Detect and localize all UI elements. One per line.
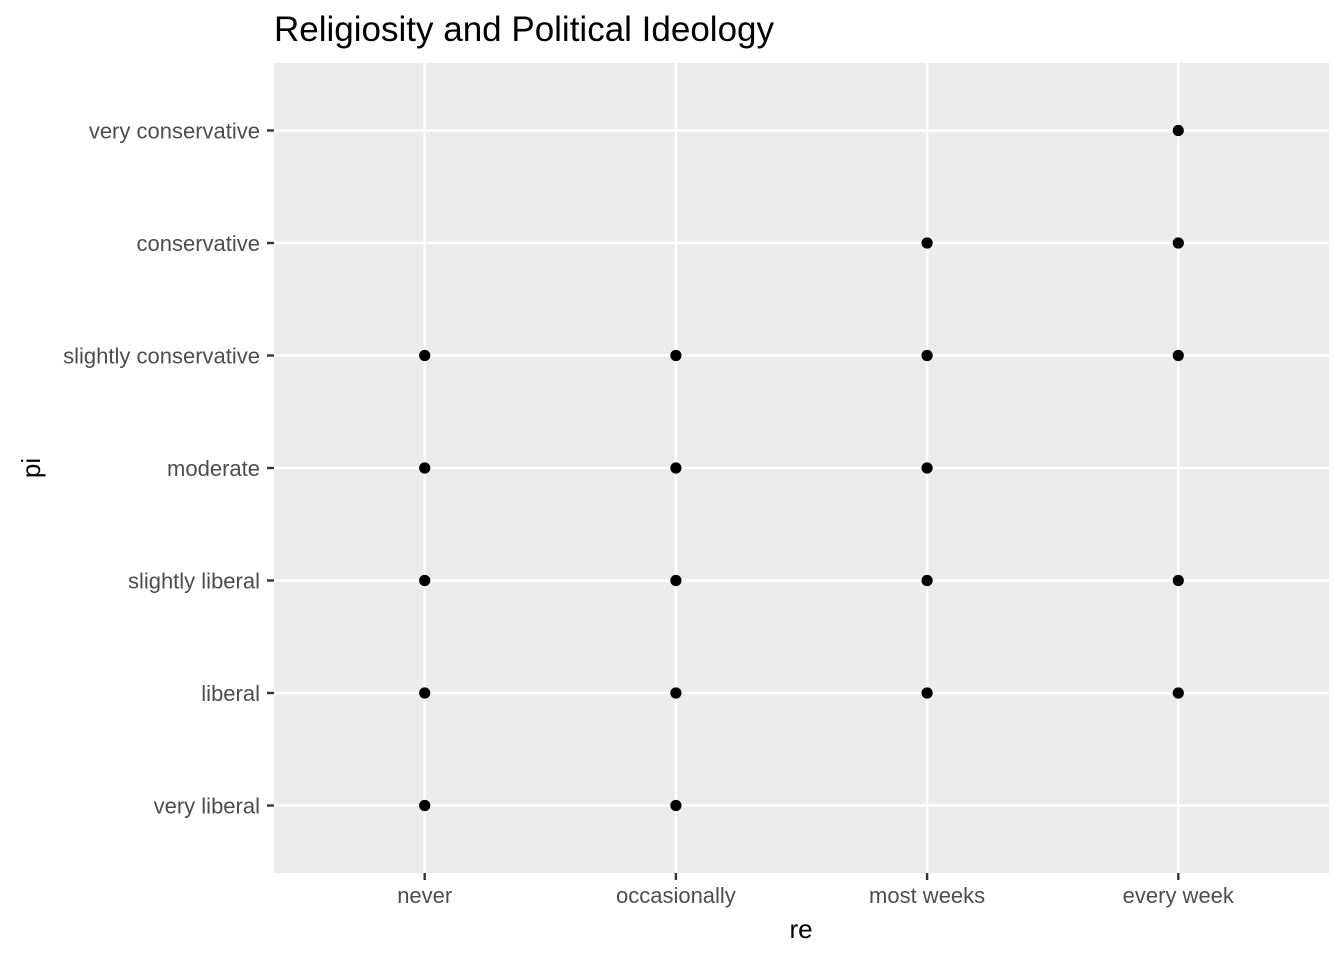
x-tick-label: every week (1123, 883, 1235, 908)
y-tick-label: slightly liberal (128, 569, 260, 594)
x-axis: never occasionally most weeks every week (397, 873, 1235, 908)
y-tick-label: liberal (201, 681, 260, 706)
data-point (670, 462, 682, 474)
data-point (1172, 349, 1184, 362)
data-point (921, 237, 933, 249)
data-point (419, 687, 431, 699)
data-point (1172, 574, 1184, 587)
data-point (670, 574, 682, 587)
data-point (921, 349, 933, 362)
data-point (921, 462, 933, 474)
data-point (419, 799, 431, 812)
x-axis-title: re (789, 914, 812, 944)
data-point (419, 574, 431, 587)
x-tick-label: occasionally (616, 883, 736, 908)
data-point (1172, 124, 1184, 137)
data-point (419, 462, 431, 474)
y-tick-label: very liberal (154, 794, 260, 819)
x-tick-label: most weeks (869, 883, 985, 908)
data-point (1172, 687, 1184, 699)
data-point (921, 687, 933, 699)
data-point (670, 687, 682, 699)
data-point (670, 349, 682, 362)
data-point (419, 349, 431, 362)
chart-title: Religiosity and Political Ideology (274, 10, 774, 49)
x-tick-label: never (397, 883, 452, 908)
data-point (1172, 237, 1184, 249)
y-tick-label: very conservative (89, 119, 260, 144)
y-axis-title: pi (16, 458, 46, 478)
y-tick-label: moderate (167, 456, 260, 481)
data-point (921, 574, 933, 587)
data-points (419, 124, 1184, 812)
y-tick-label: conservative (136, 231, 260, 256)
data-point (670, 799, 682, 812)
y-tick-label: slightly conservative (63, 344, 260, 369)
y-axis: very liberal liberal slightly liberal moder… (63, 119, 274, 819)
